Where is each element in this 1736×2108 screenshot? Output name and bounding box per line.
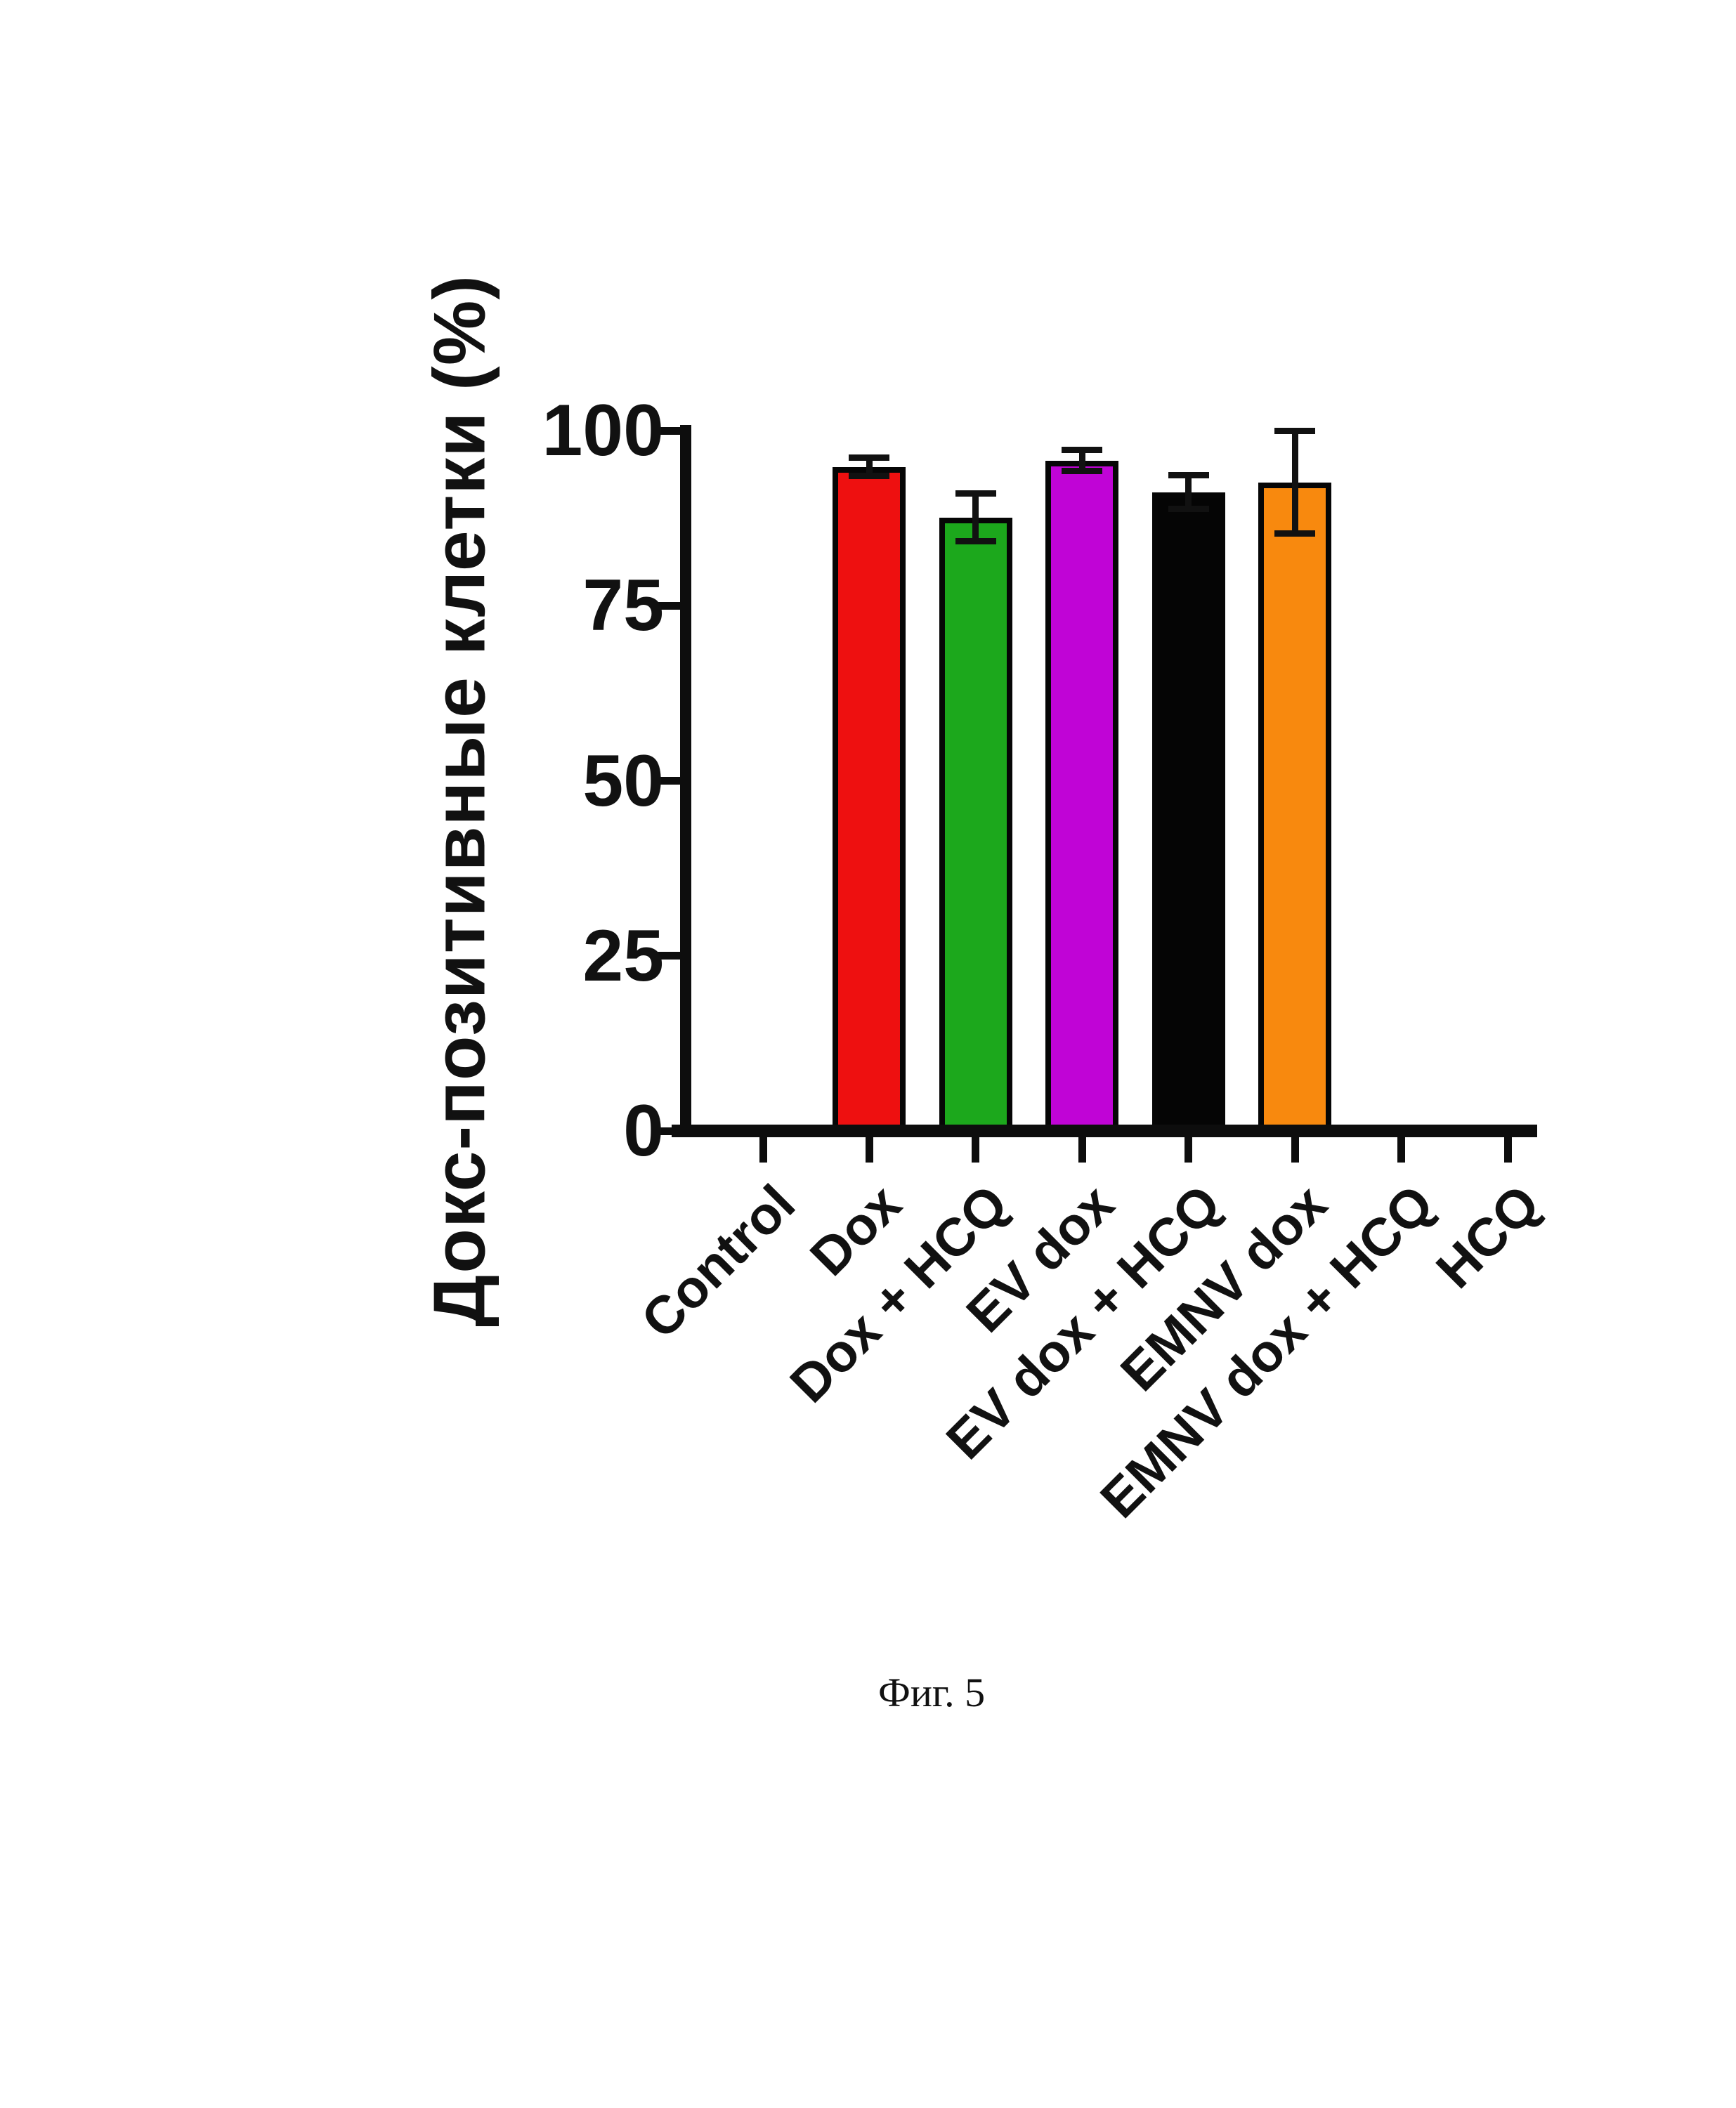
x-tick	[1078, 1137, 1086, 1163]
error-bar-cap-top	[1274, 428, 1316, 435]
y-tick	[656, 1127, 681, 1135]
bar-ev-dox	[1045, 460, 1119, 1137]
bar-dox-hcq	[939, 517, 1012, 1137]
error-bar-stem	[866, 457, 873, 476]
x-tick	[1184, 1137, 1193, 1163]
error-bar-stem	[972, 493, 979, 542]
error-bar-stem	[1185, 475, 1192, 509]
y-tick	[656, 952, 681, 960]
error-bar-cap-bottom	[1274, 530, 1316, 537]
error-bar-cap-top	[1062, 447, 1103, 454]
x-category-label-text: HCQ	[1425, 1173, 1551, 1300]
error-bar-cap-bottom	[1062, 468, 1103, 475]
y-tick-label: 50	[582, 740, 664, 822]
error-bar-cap-top	[955, 490, 996, 497]
y-tick	[656, 601, 681, 610]
bar-ev-dox-hcq	[1151, 492, 1225, 1137]
bar-chart: Докс-позитивные клетки (%) 0 25 50 75 100 Co…	[419, 275, 1551, 1529]
bar-dox	[833, 466, 906, 1137]
y-tick	[656, 426, 681, 435]
error-bar-stem	[1078, 450, 1085, 471]
error-bar-cap-bottom	[849, 473, 890, 480]
error-bar-cap-bottom	[955, 538, 996, 545]
x-tick	[865, 1137, 873, 1163]
x-tick	[759, 1137, 767, 1163]
x-tick	[972, 1137, 980, 1163]
error-bar-cap-top	[1168, 472, 1209, 479]
y-axis-line	[680, 425, 691, 1137]
x-tick	[1291, 1137, 1299, 1163]
x-tick	[1397, 1137, 1406, 1163]
error-bar-stem	[1291, 431, 1298, 534]
y-tick-label: 100	[542, 390, 664, 471]
error-bar-cap-top	[849, 454, 890, 461]
x-category-label-text: Control	[629, 1173, 807, 1351]
y-tick-label: 25	[582, 915, 664, 997]
y-tick	[656, 777, 681, 785]
bar-emnv-dox	[1258, 482, 1332, 1137]
x-axis-line	[672, 1125, 1537, 1137]
figure-caption: Фиг. 5	[878, 1670, 986, 1715]
y-tick-label: 0	[623, 1090, 664, 1172]
y-tick-label: 75	[582, 565, 664, 647]
x-tick	[1503, 1137, 1512, 1163]
error-bar-cap-bottom	[1168, 506, 1209, 513]
